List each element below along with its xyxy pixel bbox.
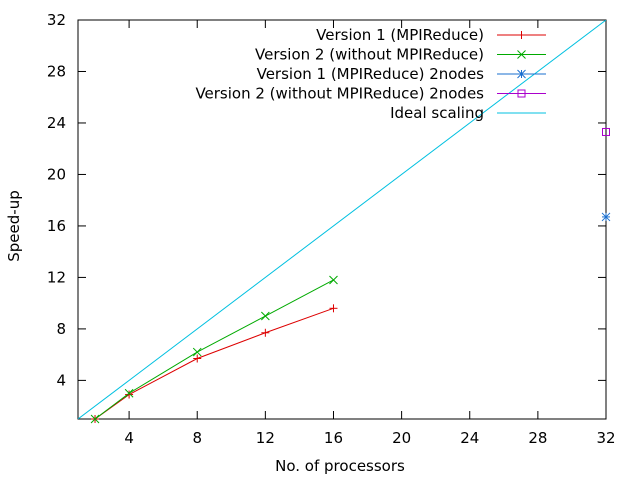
data-point-series-0 bbox=[329, 304, 338, 313]
legend-label: Ideal scaling bbox=[390, 104, 484, 122]
legend-label: Version 1 (MPIReduce) 2nodes bbox=[257, 65, 485, 83]
data-point-series-0 bbox=[193, 354, 202, 363]
x-tick-label: 16 bbox=[324, 429, 343, 447]
y-tick-label: 24 bbox=[47, 114, 66, 132]
data-point-series-1 bbox=[261, 311, 270, 321]
legend-marker bbox=[517, 89, 526, 98]
x-tick-label: 24 bbox=[460, 429, 479, 447]
series-line-0 bbox=[94, 307, 334, 419]
x-tick-label: 8 bbox=[192, 429, 202, 447]
legend: Version 1 (MPIReduce) Version 2 (without … bbox=[195, 26, 546, 122]
x-tick-label: 32 bbox=[596, 429, 615, 447]
y-tick-label: 8 bbox=[56, 320, 66, 338]
y-tick-label: 20 bbox=[47, 165, 66, 183]
data-point-series-2 bbox=[601, 212, 611, 222]
data-point-series-3 bbox=[602, 127, 610, 136]
x-tick-label: 12 bbox=[256, 429, 275, 447]
legend-marker bbox=[517, 31, 526, 39]
legend-marker bbox=[517, 69, 526, 79]
series-line-4 bbox=[78, 20, 606, 419]
legend-label: Version 1 (MPIReduce) bbox=[316, 26, 484, 44]
legend-marker bbox=[517, 50, 526, 59]
x-tick-label: 28 bbox=[528, 429, 547, 447]
y-tick-label: 32 bbox=[47, 11, 66, 29]
data-point-series-1 bbox=[329, 275, 338, 285]
y-tick-label: 12 bbox=[47, 268, 66, 286]
y-axis-label: Speed-up bbox=[5, 190, 23, 261]
x-tick-label: 20 bbox=[392, 429, 411, 447]
data-point-series-1 bbox=[192, 347, 202, 357]
x-tick-label: 4 bbox=[124, 429, 134, 447]
legend-label: Version 2 (without MPIReduce) bbox=[255, 46, 484, 64]
data-point-series-0 bbox=[261, 328, 270, 337]
y-tick-label: 16 bbox=[47, 217, 66, 235]
data-point-series-0 bbox=[125, 390, 134, 399]
series-line-1 bbox=[94, 279, 334, 419]
data-point-series-1 bbox=[90, 414, 100, 424]
x-axis-label: No. of processors bbox=[275, 457, 405, 475]
y-tick-label: 4 bbox=[56, 371, 66, 389]
legend-label: Version 2 (without MPIReduce) 2nodes bbox=[195, 85, 484, 103]
y-tick-label: 28 bbox=[47, 62, 66, 80]
data-point-series-1 bbox=[124, 388, 134, 398]
